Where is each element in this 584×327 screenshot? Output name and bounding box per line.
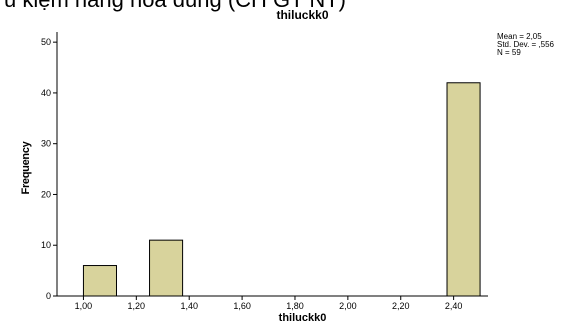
x-tick-label: 1,80	[286, 301, 304, 311]
y-tick-label: 10	[41, 240, 51, 250]
histogram-bar	[149, 239, 184, 297]
histogram-bar	[446, 82, 481, 297]
x-axis-label: thiluckk0	[278, 312, 327, 324]
stats-n: N = 59	[497, 48, 521, 57]
x-tick-label: 1,40	[180, 301, 198, 311]
histogram-bar	[82, 265, 117, 297]
x-tick-label: 1,20	[128, 301, 146, 311]
top-caption-text: u kiệm hang hóa dung (CH GT NT)	[0, 0, 584, 13]
stats-std-dev: Std. Dev. = ,556	[497, 40, 554, 49]
plot-area: 0 10 20 30 40 50 1,00 1,20 1,40 1,60 1,80 2,00 2,20 2…	[41, 32, 488, 311]
y-tick-label: 40	[41, 88, 51, 98]
x-tick-label: 1,00	[75, 301, 93, 311]
x-tick-label: 2,40	[445, 301, 463, 311]
x-tick-label: 1,60	[233, 301, 251, 311]
y-tick-label: 20	[41, 189, 51, 199]
x-tick-label: 2,00	[339, 301, 357, 311]
y-tick-label: 0	[46, 291, 51, 301]
x-tick-label: 2,20	[392, 301, 410, 311]
y-tick-label: 50	[41, 37, 51, 47]
stats-box: Mean = 2,05 Std. Dev. = ,556 N = 59	[497, 33, 554, 57]
stats-mean: Mean = 2,05	[497, 32, 542, 41]
chart-title: thiluckk0	[276, 8, 329, 22]
y-tick-label: 30	[41, 139, 51, 149]
